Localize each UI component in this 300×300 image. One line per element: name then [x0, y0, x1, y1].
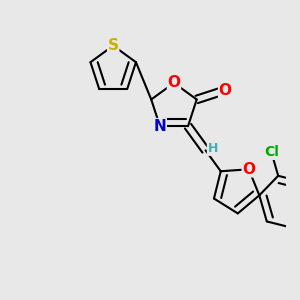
Text: O: O [167, 75, 181, 90]
Text: O: O [242, 162, 255, 177]
Text: N: N [154, 119, 166, 134]
Text: S: S [108, 38, 119, 53]
Text: O: O [219, 83, 232, 98]
Text: H: H [207, 142, 218, 155]
Text: Cl: Cl [264, 145, 279, 159]
